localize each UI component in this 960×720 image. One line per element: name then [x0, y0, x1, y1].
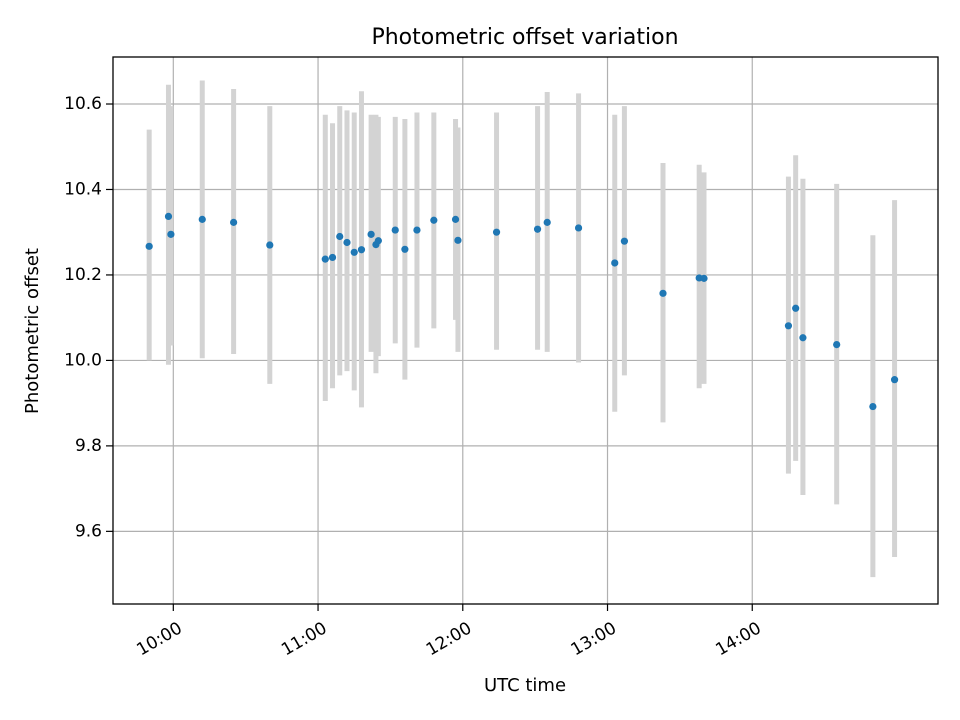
data-points	[145, 212, 899, 411]
x-axis-label: UTC time	[484, 675, 566, 696]
y-tick-label: 10.4	[64, 179, 102, 199]
data-point	[367, 230, 375, 238]
data-point	[343, 238, 351, 247]
data-point	[659, 289, 667, 297]
y-axis-label: Photometric offset	[22, 248, 43, 414]
data-point	[230, 218, 238, 226]
y-tick-label: 10.6	[64, 94, 102, 114]
data-point	[543, 218, 551, 226]
plot-frame	[112, 56, 939, 605]
data-point	[700, 274, 708, 282]
data-point	[533, 225, 542, 233]
data-point	[799, 334, 807, 342]
data-point	[451, 215, 460, 223]
data-point	[611, 259, 619, 267]
data-point	[890, 376, 899, 384]
data-point	[350, 248, 358, 256]
data-point	[574, 224, 583, 232]
data-point	[391, 226, 399, 234]
data-point	[833, 341, 841, 349]
data-point	[164, 212, 173, 220]
y-tick-label: 9.8	[75, 436, 102, 456]
data-point	[454, 236, 462, 244]
data-point	[145, 242, 153, 250]
data-point	[869, 402, 877, 411]
data-point	[357, 246, 366, 254]
y-tick-label: 9.6	[75, 521, 102, 541]
data-point	[321, 255, 329, 263]
data-point	[328, 253, 337, 262]
data-point	[167, 230, 175, 238]
data-point	[492, 228, 501, 236]
data-point	[784, 322, 793, 330]
y-axis-ticks: 9.6 9.8 10.0 10.2 10.4 10.6	[64, 94, 113, 541]
data-point	[401, 245, 409, 253]
data-point	[620, 237, 629, 245]
data-point	[413, 226, 421, 234]
chart-title: Photometric offset variation	[371, 25, 678, 50]
data-point	[266, 241, 274, 249]
y-tick-label: 10.2	[64, 265, 102, 285]
data-point	[430, 216, 438, 224]
data-point	[374, 237, 382, 245]
y-tick-label: 10.0	[64, 350, 102, 370]
data-point	[336, 232, 344, 241]
data-point	[792, 304, 800, 312]
data-point	[198, 215, 206, 223]
